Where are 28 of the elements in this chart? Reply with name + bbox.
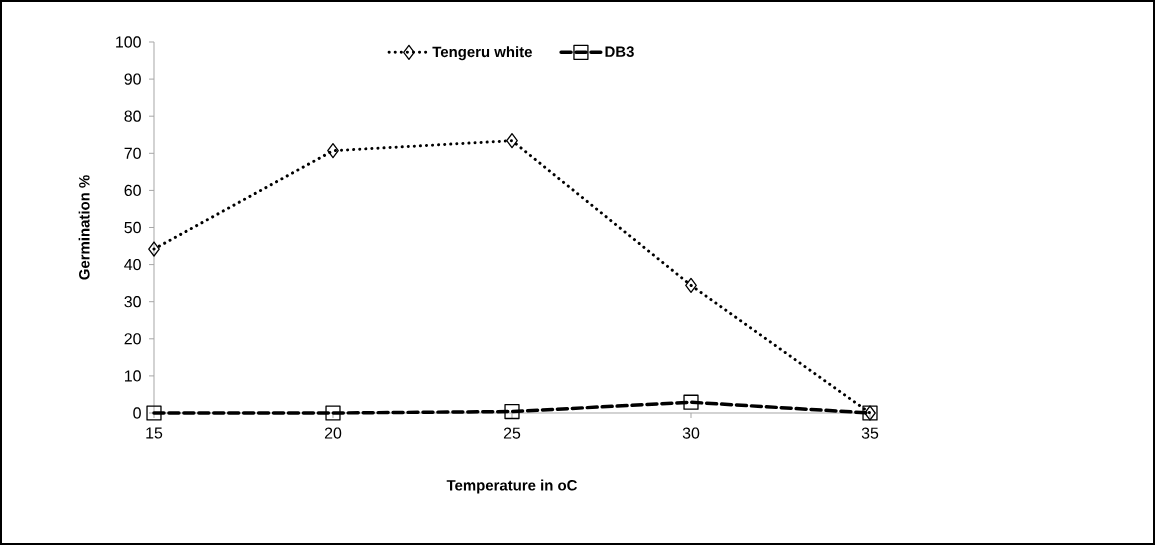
- y-tick-label: 30: [124, 296, 141, 308]
- y-tick-label: 40: [124, 258, 141, 271]
- y-tick-label: 0: [133, 407, 141, 419]
- point: [148, 241, 160, 257]
- x-tick-label: 35: [861, 427, 879, 439]
- x-tick-label: 20: [324, 427, 342, 439]
- point: [506, 133, 518, 149]
- y-tick-label: 80: [124, 110, 141, 122]
- point: [327, 143, 339, 159]
- x-tick-label: 15: [146, 427, 163, 439]
- y-tick-label: 90: [124, 73, 141, 85]
- point: [685, 277, 697, 293]
- x-axis-title: Temperature in oC: [446, 479, 578, 494]
- y-tick-label: 100: [116, 36, 141, 48]
- y-axis-title: Germination %: [78, 175, 90, 280]
- y-tick-label: 50: [124, 221, 141, 234]
- legend-label: DB3: [605, 46, 634, 57]
- point: [325, 405, 341, 421]
- point: [683, 394, 699, 410]
- point: [504, 403, 520, 420]
- y-tick-label: 10: [125, 370, 141, 382]
- y-tick-label: 60: [124, 184, 141, 197]
- x-tick-label: 30: [682, 427, 700, 439]
- point: [146, 405, 162, 421]
- y-tick-label: 70: [124, 147, 141, 159]
- y-tick-label: 20: [124, 333, 141, 345]
- legend-label: Tengeru white: [432, 46, 532, 61]
- x-tick-label: 25: [503, 427, 521, 439]
